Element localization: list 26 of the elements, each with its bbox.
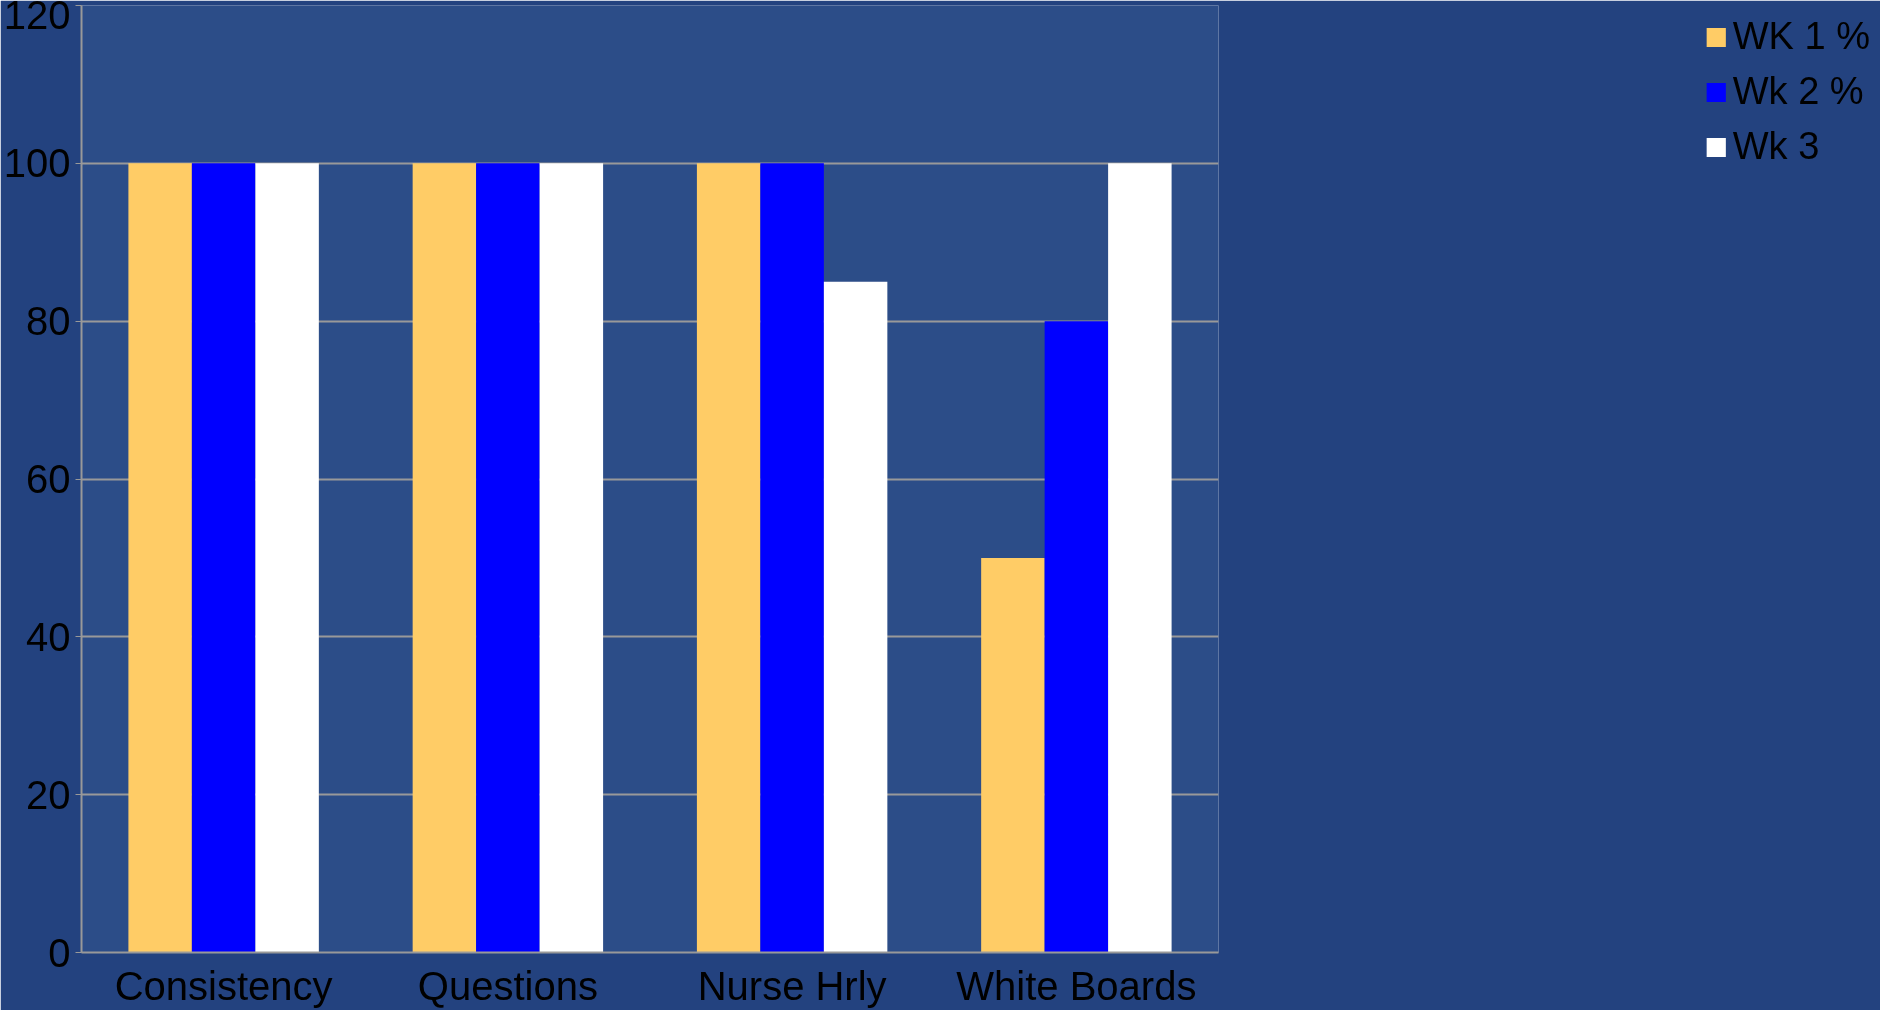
y-tick-label: 100 — [3, 141, 71, 186]
legend-label: Wk 3 — [1732, 125, 1820, 168]
bar — [981, 557, 1045, 953]
y-tick-label: 60 — [26, 457, 71, 501]
y-tick-label: 0 — [48, 930, 71, 975]
y-tick-label: 80 — [26, 299, 71, 344]
x-tick-label: White Boards — [956, 963, 1197, 1008]
x-tick-label: Nurse Hrly — [697, 963, 887, 1008]
bar — [412, 163, 477, 953]
y-tick-label: 40 — [26, 614, 71, 659]
x-tick-label: Questions — [417, 963, 598, 1008]
y-tick-label: 20 — [26, 772, 71, 817]
bar — [539, 163, 604, 953]
y-tick-label: 120 — [3, 0, 71, 37]
bar — [1108, 163, 1172, 953]
legend-label: Wk 2 % — [1732, 70, 1864, 113]
x-tick-label: Consistency — [114, 963, 333, 1008]
legend-label: WK 1 % — [1732, 15, 1870, 58]
bar — [255, 163, 319, 953]
bar — [696, 163, 761, 953]
bar — [1044, 321, 1109, 953]
bar — [191, 163, 256, 953]
bar — [128, 163, 192, 953]
bar — [760, 163, 824, 953]
bar — [823, 281, 888, 953]
bar — [476, 163, 540, 953]
